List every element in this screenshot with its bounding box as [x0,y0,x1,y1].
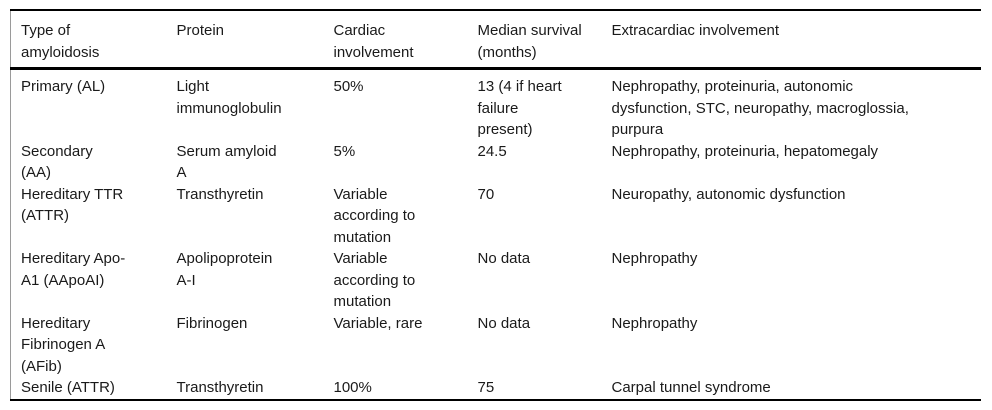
table-cell: 24.5 [477,142,507,160]
table-row: Hereditary TTR (ATTR) Transthyretin Vari… [11,184,981,249]
table-cell: Transthyretin [176,185,264,203]
table-cell: Nephropathy [611,314,698,332]
col-header-protein: Protein [176,10,334,70]
table-header: Type of amyloidosis Protein Cardiac invo… [10,10,981,70]
table-cell: Variable according to mutation [333,250,416,310]
table-cell: Apolipoprotein A-I [176,250,273,289]
table-cell: Nephropathy, proteinuria, hepatomegaly [611,142,879,160]
table-cell: No data [477,250,531,267]
table-row: Secondary (AA) Serum amyloid A 5% 24.5 N… [11,141,981,184]
table-cell: Fibrinogen [176,314,248,332]
table-cell: Neuropathy, autonomic dysfunction [611,185,846,203]
table-row: Senile (ATTR) Transthyretin 100% 75 Carp… [11,377,981,400]
table-cell: Transthyretin [176,379,264,396]
col-header-median-survival: Median survival (months) [477,10,612,70]
table-cell: 70 [477,185,495,203]
table-body: Primary (AL) Light immunoglobulin 50% 13… [11,69,981,400]
table-cell: 75 [477,379,495,396]
table-cell: Variable, rare [333,314,423,332]
table-cell: Nephropathy, proteinuria, autonomic dysf… [611,78,909,138]
table-cell: 100% [333,379,372,396]
table-cell: Carpal tunnel syndrome [611,379,771,396]
table-cell: 5% [333,142,356,160]
table-cell: Senile (ATTR) [21,379,115,396]
table-cell: Hereditary TTR (ATTR) [21,185,124,225]
col-header-cardiac-involvement: Cardiac involvement [333,10,478,70]
table-cell: Hereditary Apo- A1 (AApoAI) [21,250,126,289]
table-cell: No data [477,314,531,332]
col-header-extracardiac-involvement: Extracardiac involvement [611,10,981,70]
table-cell: Nephropathy [611,250,698,267]
table-cell: 13 (4 if heart failure present) [477,78,562,138]
table-row: Hereditary Apo- A1 (AApoAI) Apolipoprote… [11,248,981,313]
table-cell: Primary (AL) [21,78,106,95]
amyloidosis-table: Type of amyloidosis Protein Cardiac invo… [10,9,981,401]
col-header-type-of-amyloidosis: Type of amyloidosis [10,10,177,70]
table-cell: Hereditary Fibrinogen A (AFib) [21,314,106,375]
table-cell: 50% [333,78,364,95]
table-cell: Light immunoglobulin [176,78,282,117]
table-cell: Secondary (AA) [21,142,93,182]
table-cell: Variable according to mutation [333,185,416,246]
table-cell: Serum amyloid A [176,142,277,182]
table-row: Hereditary Fibrinogen A (AFib) Fibrinoge… [11,313,981,378]
table-row: Primary (AL) Light immunoglobulin 50% 13… [11,69,981,141]
header-row: Type of amyloidosis Protein Cardiac invo… [10,10,981,70]
